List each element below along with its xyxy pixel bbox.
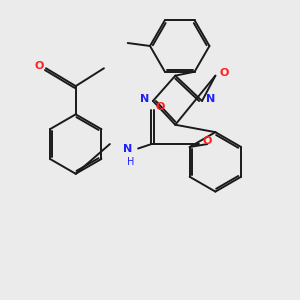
Text: N: N	[206, 94, 215, 104]
Text: O: O	[156, 102, 165, 112]
Text: N: N	[123, 143, 132, 154]
Text: O: O	[203, 136, 212, 146]
Text: O: O	[35, 61, 44, 71]
Text: O: O	[219, 68, 228, 78]
Text: N: N	[140, 94, 149, 104]
Text: H: H	[127, 157, 134, 167]
